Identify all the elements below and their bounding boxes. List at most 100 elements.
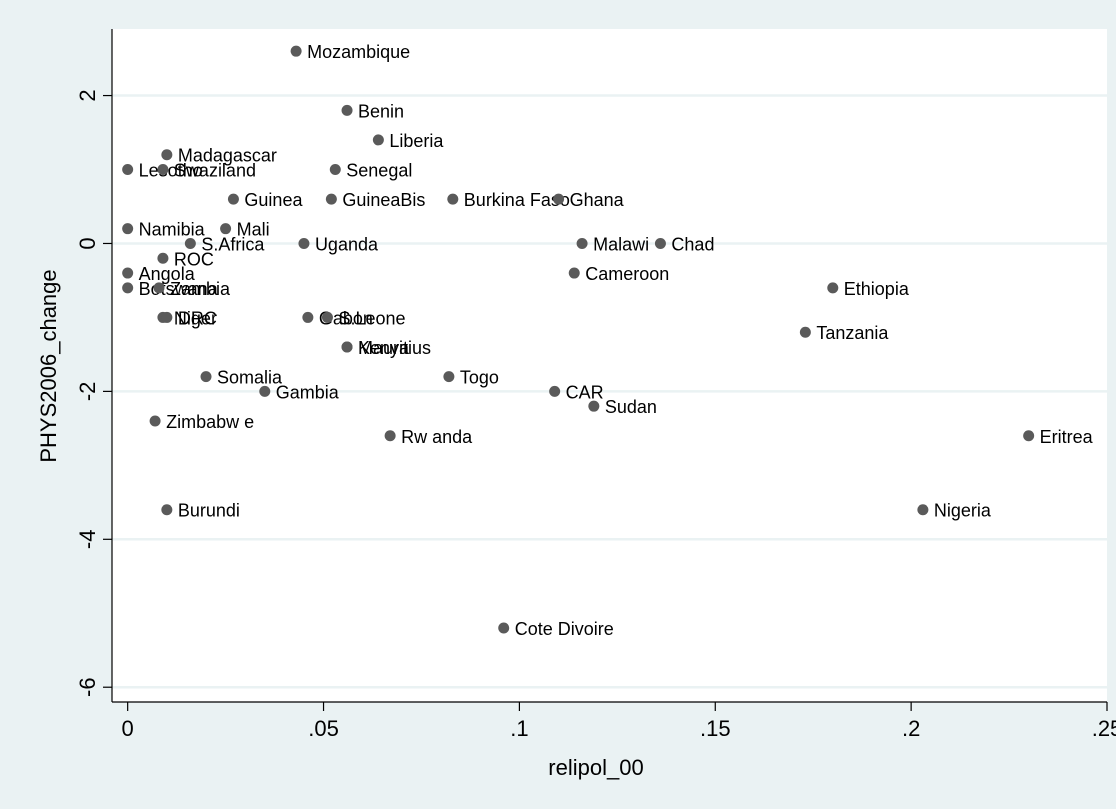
point-label: Malawi xyxy=(593,234,649,254)
scatter-point: Angola xyxy=(122,264,196,284)
point-label: Togo xyxy=(460,368,499,388)
scatter-point: Mauritius xyxy=(341,338,431,358)
point-marker xyxy=(325,193,337,205)
point-label: Burundi xyxy=(178,501,240,521)
gridlines xyxy=(112,94,1107,689)
point-label: Mauritius xyxy=(358,338,431,358)
point-label: Mali xyxy=(237,220,270,240)
scatter-point: Togo xyxy=(443,368,499,388)
point-marker xyxy=(161,149,173,161)
scatter-point: Nigeria xyxy=(917,501,992,521)
point-label: Cameroon xyxy=(585,264,669,284)
point-label: Burkina Faso xyxy=(464,190,570,210)
point-label: Cote Divoire xyxy=(515,619,614,639)
scatter-point: CAR xyxy=(549,382,604,402)
point-label: Mozambique xyxy=(307,42,410,62)
y-tick-label: -4 xyxy=(75,530,100,550)
point-marker xyxy=(200,371,212,383)
point-label: S.Africa xyxy=(201,234,265,254)
point-marker xyxy=(227,193,239,205)
scatter-point: Zambia xyxy=(153,279,231,299)
point-marker xyxy=(549,385,561,397)
scatter-point: Sudan xyxy=(588,397,657,417)
point-marker xyxy=(341,341,353,353)
scatter-point: Ethiopia xyxy=(827,279,910,299)
scatter-point: Eritrea xyxy=(1023,427,1094,447)
point-marker xyxy=(321,311,333,323)
point-marker xyxy=(290,45,302,57)
scatter-point: Burkina Faso xyxy=(447,190,570,210)
point-marker xyxy=(149,415,161,427)
scatter-point: DRC xyxy=(161,308,217,328)
point-label: Uganda xyxy=(315,234,379,254)
point-marker xyxy=(157,164,169,176)
point-marker xyxy=(568,267,580,279)
scatter-point: Tanzania xyxy=(799,323,889,343)
y-axis-ticks: -6 -4 -2 0 2 xyxy=(75,89,112,697)
point-marker xyxy=(122,223,134,235)
scatter-point: S.Leone xyxy=(321,308,406,328)
scatter-point: Liberia xyxy=(372,131,444,151)
point-label: Ghana xyxy=(570,190,625,210)
point-marker xyxy=(447,193,459,205)
scatter-point: Madagascar xyxy=(161,146,277,166)
point-label: ROC xyxy=(174,249,214,269)
point-label: Rw anda xyxy=(401,427,473,447)
scatter-point: Lesotho xyxy=(122,161,203,181)
point-label: Nigeria xyxy=(934,501,992,521)
scatter-point: Malawi xyxy=(576,234,649,254)
point-marker xyxy=(576,237,588,249)
point-marker xyxy=(259,385,271,397)
point-label: GuineaBis xyxy=(342,190,425,210)
scatter-point: S.Africa xyxy=(184,234,265,254)
scatter-point: Chad xyxy=(654,234,714,254)
point-marker xyxy=(1023,430,1035,442)
scatter-point: Gambia xyxy=(259,382,340,402)
x-tick-label: .15 xyxy=(700,716,731,741)
point-label: CAR xyxy=(566,382,604,402)
point-label: Senegal xyxy=(346,161,412,181)
point-marker xyxy=(157,252,169,264)
scatter-point: Cote Divoire xyxy=(498,619,614,639)
scatter-point: Burundi xyxy=(161,501,240,521)
point-label: Gambia xyxy=(276,382,340,402)
point-label: Sudan xyxy=(605,397,657,417)
point-marker xyxy=(553,193,565,205)
point-label: Lesotho xyxy=(139,161,203,181)
point-marker xyxy=(372,134,384,146)
scatter-point: Swaziland xyxy=(157,161,256,181)
point-label: Benin xyxy=(358,101,404,121)
point-marker xyxy=(161,504,173,516)
scatter-point: Cameroon xyxy=(568,264,669,284)
point-label: Tanzania xyxy=(816,323,889,343)
point-label: Kenya xyxy=(358,338,410,358)
scatter-point: Guinea xyxy=(227,190,303,210)
y-tick-label: -6 xyxy=(75,677,100,697)
point-marker xyxy=(220,223,232,235)
x-tick-label: 0 xyxy=(122,716,134,741)
point-label: Chad xyxy=(671,234,714,254)
x-tick-label: .05 xyxy=(308,716,339,741)
point-label: Guinea xyxy=(244,190,303,210)
point-marker xyxy=(827,282,839,294)
point-label: Niger xyxy=(174,308,217,328)
scatter-point: Namibia xyxy=(122,220,206,240)
scatter-point: Somalia xyxy=(200,368,283,388)
y-axis-title: PHYS2006_change xyxy=(36,269,61,462)
point-label: Ethiopia xyxy=(844,279,910,299)
scatter-point: Uganda xyxy=(298,234,379,254)
point-label: Zimbabw e xyxy=(166,412,254,432)
point-marker xyxy=(161,311,173,323)
point-label: Swaziland xyxy=(174,161,256,181)
point-marker xyxy=(184,237,196,249)
point-marker xyxy=(799,326,811,338)
plot-area xyxy=(112,29,1107,702)
point-label: Madagascar xyxy=(178,146,277,166)
scatter-point: Benin xyxy=(341,101,404,121)
scatter-point: ROC xyxy=(157,249,214,269)
x-axis-title: relipol_00 xyxy=(548,755,643,780)
scatter-point: GuineaBis xyxy=(325,190,425,210)
point-label: Liberia xyxy=(389,131,444,151)
scatter-point: Rw anda xyxy=(384,427,473,447)
